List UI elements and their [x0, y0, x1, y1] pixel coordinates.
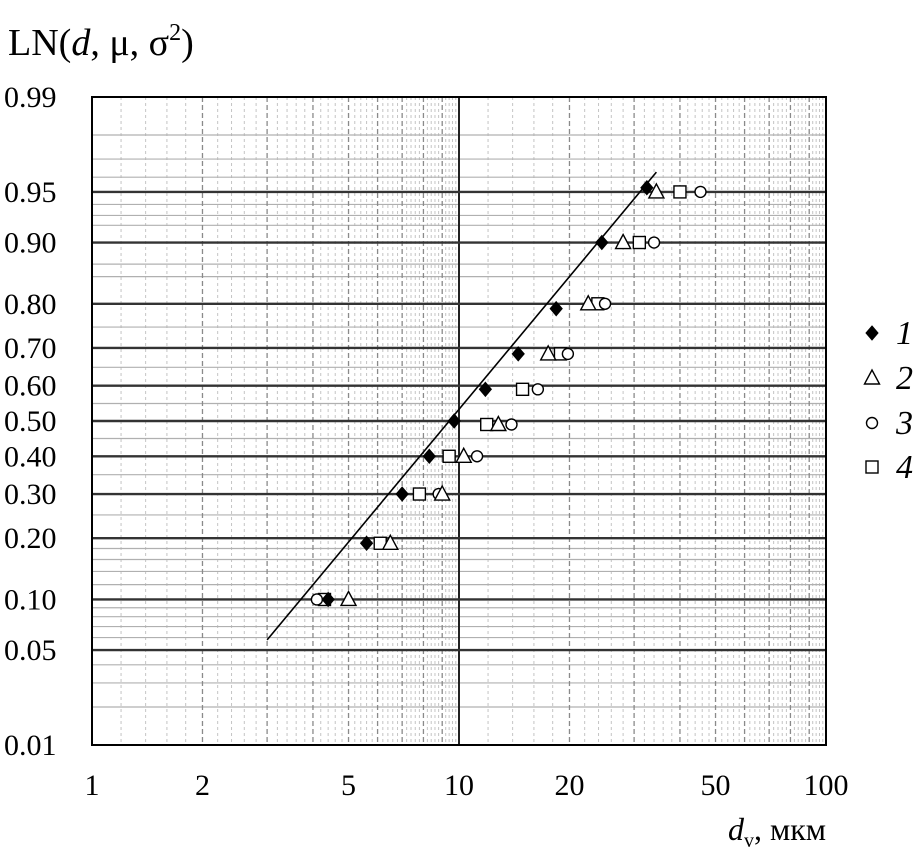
legend-label-2: 2	[896, 360, 913, 397]
x-tick-label: 100	[804, 769, 849, 802]
legend-marker-4	[865, 460, 879, 474]
y-tick-label: 0.20	[4, 522, 57, 555]
data-point-series-1	[595, 234, 609, 251]
y-tick-label: 0.30	[4, 478, 57, 511]
legend: 1 2 3 4	[863, 315, 913, 486]
legend-label-4: 4	[896, 449, 913, 486]
y-tick-label: 0.95	[4, 176, 57, 209]
x-tick-labels: 1 2 5 10 20 50 100	[85, 769, 849, 802]
data-point-series-3	[694, 185, 707, 199]
data-point-series-2	[381, 533, 400, 550]
data-point-series-4	[480, 417, 494, 432]
points-layer	[310, 179, 707, 608]
legend-marker-2	[863, 368, 881, 385]
data-point-series-2	[614, 233, 632, 250]
y-axis-label: LN(d, μ, σ2)	[8, 20, 194, 64]
y-tick-label: 0.60	[4, 370, 57, 403]
data-point-series-4	[515, 382, 530, 397]
x-tick-label: 1	[85, 769, 100, 802]
data-point-series-1	[640, 179, 654, 196]
y-tick-label: 0.40	[4, 440, 57, 473]
x-tick-label: 20	[554, 769, 584, 802]
data-point-series-3	[598, 297, 612, 310]
data-point-series-1	[359, 535, 374, 552]
x-tick-label: 5	[341, 769, 356, 802]
data-point-series-1	[422, 448, 436, 465]
data-point-series-1	[321, 591, 335, 608]
legend-marker-1	[865, 325, 879, 341]
legend-label-1: 1	[896, 315, 913, 352]
y-tick-label: 0.90	[4, 227, 57, 260]
data-point-series-3	[470, 450, 484, 463]
y-tick-labels: 0.01 0.05 0.10 0.20 0.30 0.400.500.60 0.70 0.80…	[4, 81, 57, 762]
x-tick-label: 50	[701, 769, 731, 802]
data-point-series-4	[673, 185, 687, 199]
data-point-series-1	[447, 413, 461, 429]
data-point-series-3	[505, 418, 518, 431]
data-point-series-1	[478, 381, 493, 398]
y-tick-label: 0.01	[4, 729, 57, 762]
data-point-series-4	[412, 487, 427, 501]
plot-frame	[91, 96, 827, 746]
data-point-series-3	[531, 383, 545, 396]
data-point-series-2	[539, 344, 557, 361]
fit-line-layer	[266, 171, 657, 641]
x-tick-label: 2	[195, 769, 210, 802]
x-tick-label: 10	[444, 769, 474, 802]
data-point-series-1	[549, 300, 563, 317]
data-point-series-4	[442, 449, 456, 463]
data-point-series-1	[395, 486, 409, 502]
legend-label-3: 3	[895, 405, 913, 442]
data-point-series-2	[455, 446, 473, 463]
data-point-series-2	[339, 590, 358, 607]
data-point-series-3	[561, 347, 575, 361]
y-tick-label: 0.50	[4, 405, 57, 438]
legend-marker-3	[865, 416, 879, 430]
data-point-series-1	[511, 346, 525, 362]
data-point-series-2	[579, 294, 597, 311]
y-tick-label: 0.80	[4, 288, 57, 321]
y-tick-label: 0.10	[4, 583, 57, 616]
data-point-series-2	[489, 415, 508, 432]
x-axis-label: dv, мкм	[728, 811, 826, 852]
fit-line	[266, 171, 657, 641]
y-tick-label: 0.05	[4, 634, 57, 667]
data-point-series-3	[647, 236, 661, 249]
y-tick-label: 0.70	[4, 332, 57, 365]
data-point-series-2	[647, 182, 666, 199]
data-point-series-2	[433, 484, 451, 501]
data-point-series-4	[632, 235, 647, 250]
y-tick-label: 0.99	[4, 81, 57, 114]
data-point-series-3	[310, 593, 324, 606]
